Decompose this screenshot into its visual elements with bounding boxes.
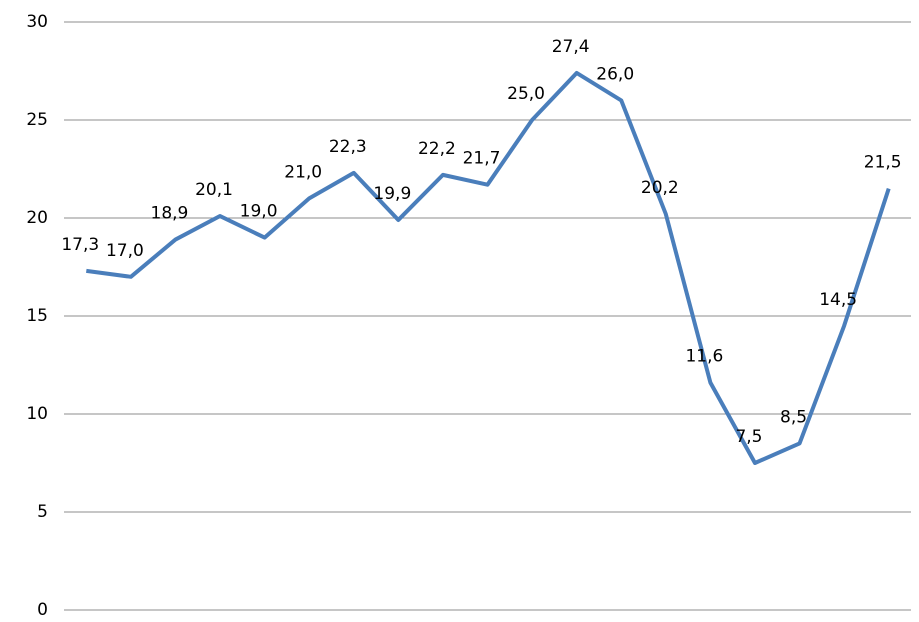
y-tick-label: 15 [26,306,48,326]
data-label: 21,5 [864,153,902,173]
y-tick-label: 5 [37,502,48,522]
data-label: 27,4 [552,37,590,57]
y-tick-label: 25 [26,110,48,130]
y-tick-label: 0 [37,600,48,620]
data-label: 19,9 [373,184,411,204]
data-label: 26,0 [596,64,634,84]
data-label: 20,1 [195,180,233,200]
data-label: 14,5 [819,290,857,310]
y-tick-label: 10 [26,404,48,424]
data-label: 22,3 [329,137,367,157]
data-label: 21,7 [463,149,501,169]
y-tick-label: 20 [26,208,48,228]
line [86,70,891,465]
data-label: 19,0 [240,202,278,222]
data-label: 25,0 [507,84,545,104]
y-tick-label: 30 [26,12,48,32]
data-label: 8,5 [780,407,807,427]
data-label: 21,0 [284,162,322,182]
data-label: 17,3 [61,235,99,255]
data-label: 22,2 [418,139,456,159]
data-label: 18,9 [151,204,189,224]
data-label: 17,0 [106,241,144,261]
data-label: 7,5 [735,427,762,447]
data-label: 20,2 [641,178,679,198]
data-label: 11,6 [685,347,723,367]
